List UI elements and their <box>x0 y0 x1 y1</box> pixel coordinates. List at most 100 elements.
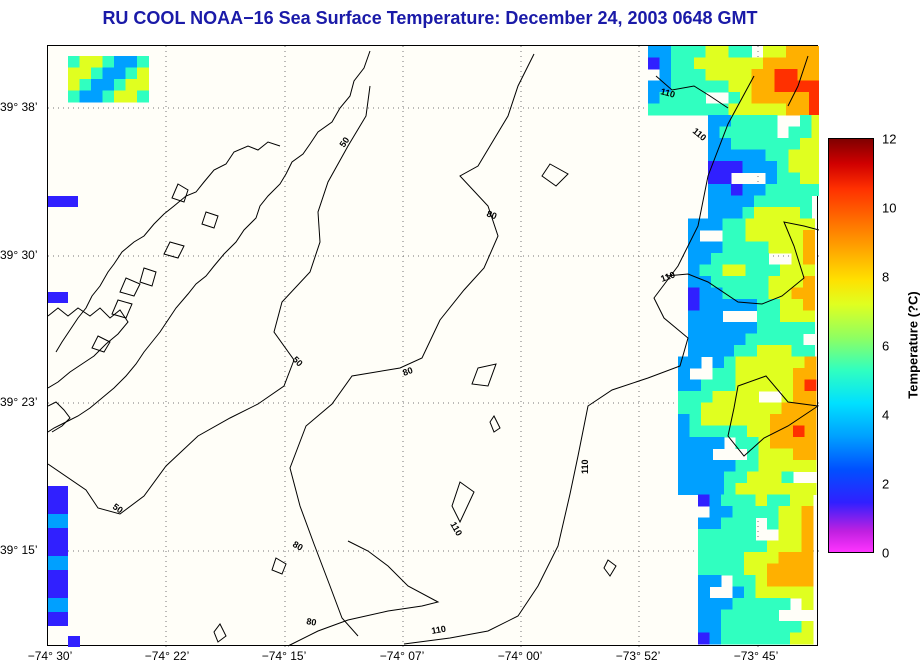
sst-pixel <box>48 528 68 542</box>
sst-pixel <box>763 80 775 93</box>
sst-pixel <box>709 598 722 610</box>
contour-label: 80 <box>401 365 414 378</box>
sst-pixel <box>755 609 768 622</box>
sst-pixel <box>732 609 745 622</box>
sst-pixel <box>735 402 748 415</box>
longitude-label: −74° 00’ <box>497 649 543 663</box>
sst-pixel <box>711 310 723 323</box>
sst-pixel <box>711 253 723 265</box>
sst-pixel <box>767 563 779 576</box>
sst-pixel <box>778 529 791 541</box>
sst-pixel <box>712 483 725 495</box>
colorbar-tick-label: 4 <box>882 407 890 423</box>
sst-pixel <box>688 276 700 288</box>
sst-pixel <box>722 287 735 300</box>
sst-pixel <box>721 563 733 576</box>
sst-pixel <box>137 67 149 80</box>
sst-pixel <box>777 149 789 162</box>
longitude-label: −73° 52’ <box>615 649 661 663</box>
sst-pixel <box>747 448 759 461</box>
sst-pixel <box>791 310 804 323</box>
sst-pixel <box>701 379 713 392</box>
sst-pixel <box>731 195 743 208</box>
contour-small-6 <box>213 623 227 643</box>
sst-pixel <box>678 402 690 415</box>
sst-pixel <box>698 494 710 507</box>
sst-pixel <box>804 460 817 472</box>
sst-pixel <box>801 552 814 564</box>
sst-pixel <box>709 517 722 530</box>
sst-pixel <box>689 356 702 369</box>
sst-pixel <box>768 218 781 231</box>
sst-pixel <box>765 161 778 173</box>
sst-pixel <box>731 207 743 219</box>
sst-pixel <box>709 632 722 645</box>
sst-pixel <box>765 172 778 185</box>
sst-pixel <box>719 161 732 173</box>
sst-pixel <box>781 368 794 380</box>
sst-pixel <box>712 402 725 415</box>
sst-pixel <box>758 356 771 369</box>
sst-pixel <box>648 46 660 58</box>
sst-pixel <box>722 322 735 334</box>
sst-pixel <box>742 184 755 196</box>
sst-pixel <box>777 161 789 173</box>
sst-pixel <box>689 448 702 461</box>
sst-pixel <box>768 276 781 288</box>
sst-pixel <box>705 46 718 58</box>
sst-pixel <box>790 621 802 633</box>
sst-pixel <box>734 333 746 346</box>
sst-pixel <box>768 230 781 242</box>
sst-pixel <box>767 632 779 645</box>
sst-pixel <box>728 46 741 58</box>
sst-pixel <box>699 310 712 323</box>
sst-pixel <box>712 437 725 449</box>
sst-pixel <box>689 414 702 426</box>
longitude-label: −74° 07’ <box>379 649 425 663</box>
sst-pixel <box>68 79 80 91</box>
sst-pixel <box>745 287 758 300</box>
sst-pixel <box>722 218 735 231</box>
sst-pixel <box>755 540 768 553</box>
sst-pixel <box>763 57 775 70</box>
sst-pixel <box>708 172 720 185</box>
sst-pixel <box>804 448 817 461</box>
sst-pixel <box>735 425 748 438</box>
sst-pixel <box>721 598 733 610</box>
sst-pixel <box>698 540 710 553</box>
sst-pixel <box>790 517 802 530</box>
sst-pixel <box>791 322 804 334</box>
sst-pixel <box>797 46 810 58</box>
sst-pixel <box>781 437 794 449</box>
sst-pixel <box>678 483 690 495</box>
sst-pixel <box>724 414 736 426</box>
sst-pixel <box>801 517 814 530</box>
sst-pixel <box>809 57 819 70</box>
sst-pixel <box>791 345 804 357</box>
sst-pixel <box>770 402 782 415</box>
sst-pixel <box>48 292 68 303</box>
sst-pixel <box>800 161 812 173</box>
sst-pixel <box>780 218 792 231</box>
sst-pixel <box>724 356 736 369</box>
sst-pixel <box>767 575 779 587</box>
sst-pixel <box>763 46 775 58</box>
sst-pixel <box>701 460 713 472</box>
contour-small-5 <box>271 557 287 575</box>
sst-pixel <box>719 195 732 208</box>
sst-pixel <box>137 90 149 103</box>
sst-pixel <box>688 345 700 357</box>
sst-pixel <box>722 253 735 265</box>
sst-pixel <box>744 529 756 541</box>
sst-pixel <box>694 92 706 104</box>
sst-pixel <box>747 471 759 484</box>
temperature-colorbar <box>828 138 874 553</box>
sst-pixel <box>740 69 752 81</box>
sst-pixel <box>755 552 768 564</box>
sst-pixel <box>689 471 702 484</box>
sst-pixel <box>699 253 712 265</box>
sst-pixel <box>793 379 805 392</box>
longitude-label: −73° 45’ <box>733 649 779 663</box>
sst-pixel <box>758 460 771 472</box>
sst-pixel <box>800 207 812 219</box>
